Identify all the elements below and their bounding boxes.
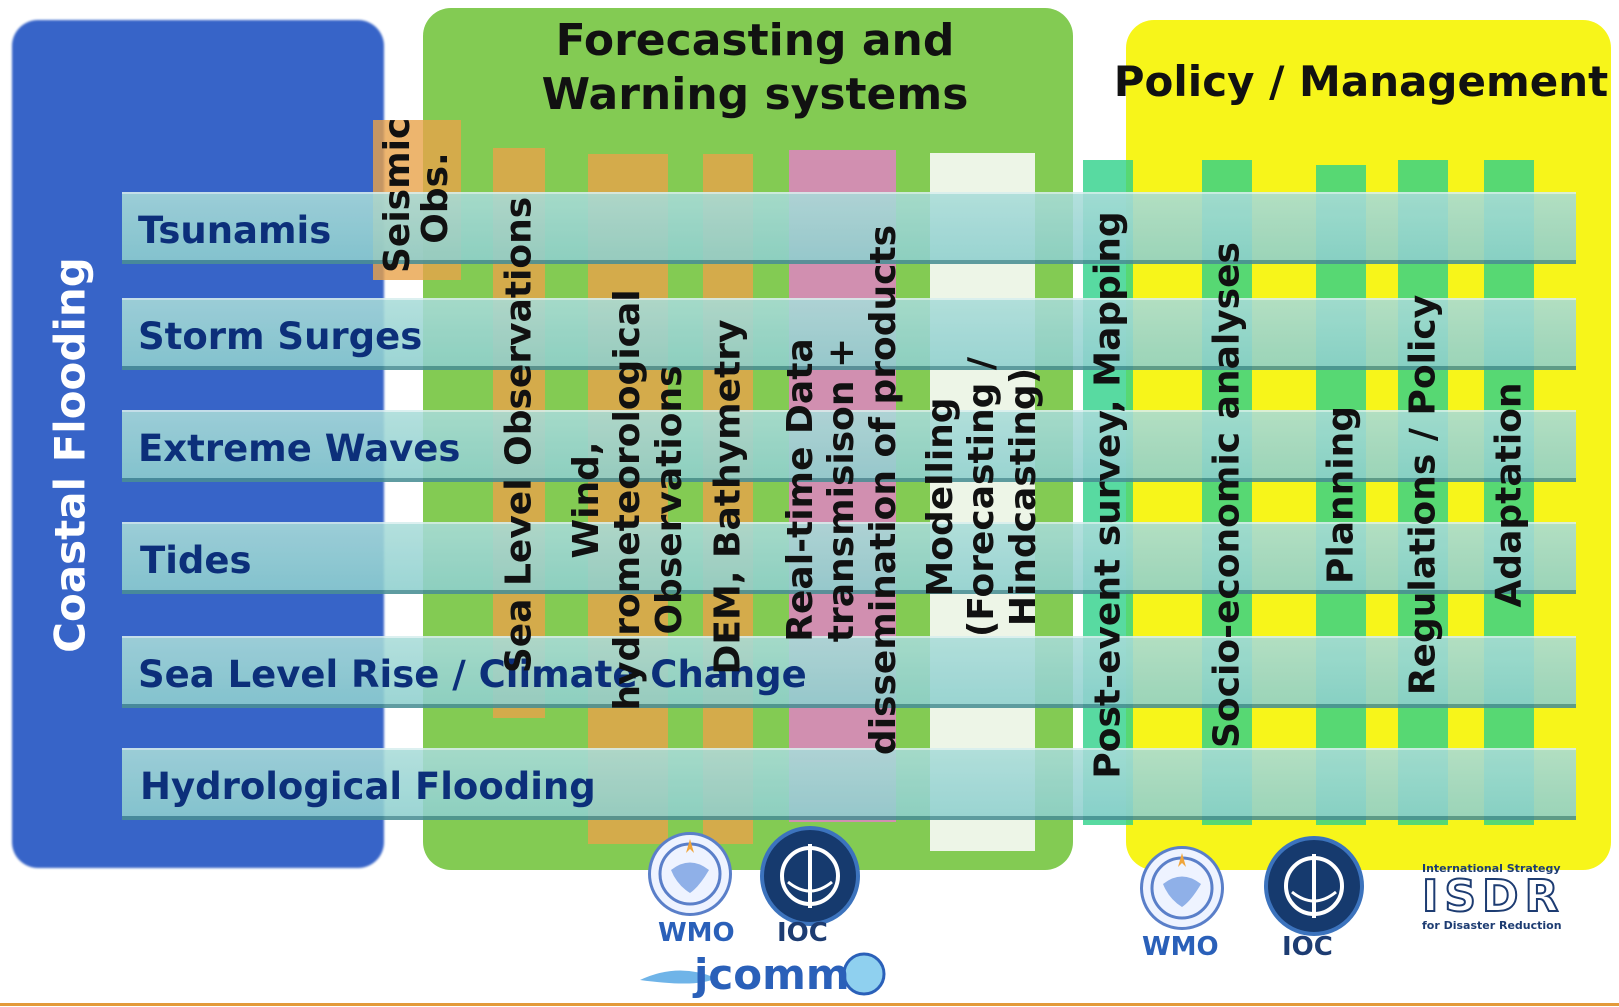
- column-adaptation: [1484, 160, 1534, 825]
- hazard-label-extreme-waves: Extreme Waves: [138, 427, 461, 470]
- hazard-bar-extreme-waves: [122, 410, 1576, 482]
- hazard-label-hydrological: Hydrological Flooding: [140, 765, 596, 808]
- ioc-logo-right: [1264, 836, 1364, 936]
- isdr-logo: International Strategy ISDR for Disaster…: [1421, 862, 1580, 940]
- globe-icon: [658, 839, 722, 906]
- coastal-flooding-label: Coastal Flooding: [45, 257, 95, 653]
- ioc-text: IOC: [777, 918, 828, 948]
- hazard-bar-tides: [122, 522, 1576, 594]
- column-regulations: [1398, 160, 1448, 825]
- label-modelling: Modelling (Forecasting / Hindcasting): [919, 356, 1044, 638]
- isdr-text: ISDR: [1421, 871, 1565, 922]
- hazard-label-storm-surges: Storm Surges: [138, 315, 423, 358]
- hazard-bar-hydrological: [122, 748, 1576, 820]
- wmo-logo-right: [1140, 846, 1224, 930]
- isdr-top-text: International Strategy: [1422, 862, 1561, 875]
- column-dem: [703, 154, 753, 844]
- hazard-bar-sea-level-rise: [122, 636, 1576, 708]
- label-regulations: Regulations / Policy: [1402, 294, 1444, 696]
- globe-icon: [1150, 853, 1214, 920]
- bottom-divider: [0, 1003, 1619, 1006]
- label-wind: Wind, hydrometeorological Observations: [565, 289, 690, 711]
- wmo-logo: [648, 832, 732, 916]
- label-realtime: Real-time Data transmisison + disseminat…: [779, 224, 904, 756]
- label-planning: Planning: [1320, 405, 1362, 585]
- hazard-bar-storm-surges: [122, 298, 1576, 370]
- label-socio: Socio-economic analyses: [1206, 242, 1248, 748]
- ioc-text-right: IOC: [1282, 932, 1333, 962]
- jcomm-logo: jcomm: [638, 950, 893, 1002]
- label-sea-level: Sea Level Observations: [498, 196, 540, 674]
- label-post-event: Post-event survey, Mapping: [1087, 211, 1129, 779]
- hazard-label-tides: Tides: [140, 539, 252, 582]
- column-post-event: [1083, 160, 1133, 825]
- ioc-logo: [760, 826, 860, 926]
- coastal-flooding-label-box: Coastal Flooding: [40, 257, 100, 653]
- hazard-label-sea-level-rise: Sea Level Rise / Climate Change: [138, 653, 807, 696]
- column-modelling: [930, 153, 1035, 851]
- label-seismic: Seismic Obs.: [377, 117, 456, 273]
- policy-title: Policy / Management: [1113, 57, 1609, 106]
- hazard-bar-tsunamis: [122, 192, 1576, 264]
- column-wind: [588, 154, 668, 844]
- isdr-bottom-text: for Disaster Reduction: [1422, 919, 1562, 932]
- wmo-text: WMO: [658, 918, 735, 948]
- jcomm-text: jcomm: [694, 950, 850, 999]
- label-dem: DEM, Bathymetry: [707, 319, 749, 675]
- hazard-label-tsunamis: Tsunamis: [138, 209, 332, 252]
- compass-icon: [1284, 854, 1344, 918]
- label-adaptation: Adaptation: [1488, 382, 1530, 608]
- wave-icon: [640, 952, 886, 996]
- column-planning: [1316, 165, 1366, 825]
- wmo-text-right: WMO: [1142, 932, 1219, 962]
- column-socio: [1202, 160, 1252, 825]
- forecasting-title: Forecasting and Warning systems: [541, 15, 969, 120]
- compass-icon: [780, 844, 840, 908]
